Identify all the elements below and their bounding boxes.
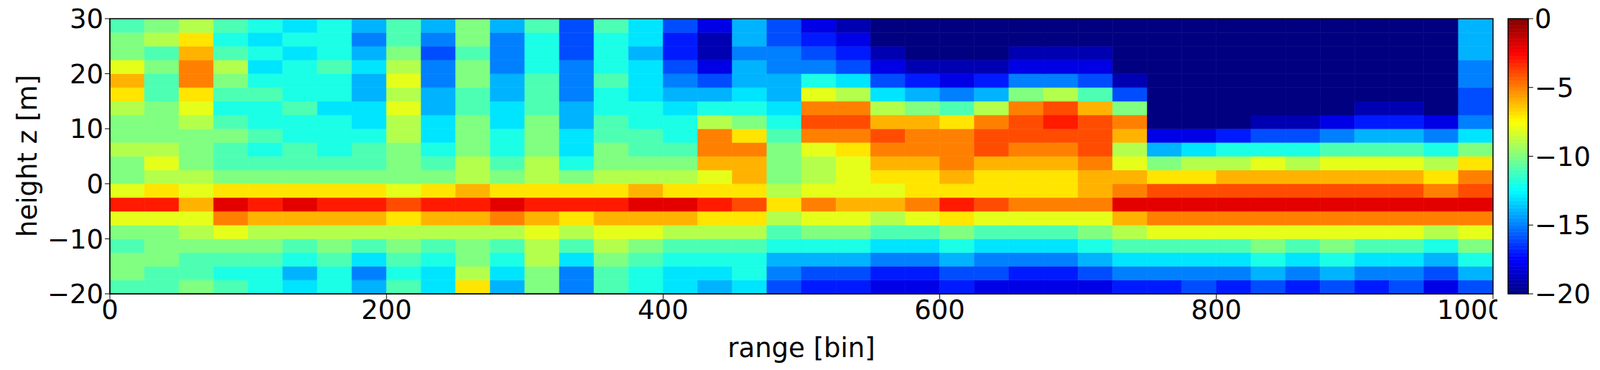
- svg-text:−20: −20: [1534, 278, 1591, 310]
- svg-text:10: 10: [69, 113, 104, 145]
- svg-text:1000: 1000: [1436, 294, 1498, 326]
- svg-text:30: 30: [69, 3, 104, 35]
- svg-text:0: 0: [101, 294, 119, 326]
- svg-text:−20: −20: [47, 278, 104, 310]
- svg-text:20: 20: [69, 58, 104, 90]
- svg-text:400: 400: [637, 294, 689, 326]
- svg-text:200: 200: [361, 294, 413, 326]
- svg-text:−10: −10: [1534, 141, 1591, 173]
- svg-text:−5: −5: [1534, 72, 1575, 104]
- html-text:height z [m]: height z [m]: [11, 74, 43, 237]
- svg-text:800: 800: [1190, 294, 1242, 326]
- html-text:range [bin]: range [bin]: [727, 332, 876, 364]
- svg-text:0: 0: [86, 168, 104, 200]
- svg-text:−15: −15: [1534, 209, 1591, 241]
- svg-text:0: 0: [1534, 3, 1552, 35]
- svg-text:−10: −10: [47, 224, 104, 255]
- svg-text:600: 600: [914, 294, 966, 326]
